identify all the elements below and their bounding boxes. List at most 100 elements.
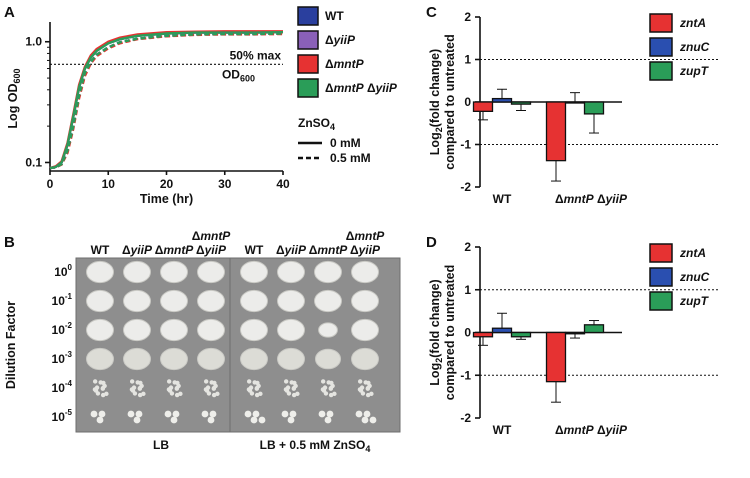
colony-spot [197, 318, 225, 342]
y-axis-label-2: compared to untreated [443, 265, 457, 400]
colony-spot [351, 347, 379, 371]
legend-label: zupT [679, 64, 710, 78]
colony-spot [277, 260, 305, 284]
colony-dot [170, 416, 178, 424]
legend-swatch [297, 54, 319, 74]
colony-spot [240, 260, 268, 284]
colony-dot [137, 386, 143, 391]
colony-dot [212, 380, 217, 386]
colony-dot [252, 410, 260, 418]
fold-change-chart-c: -2 -1 0 1 2 Log2(fold change) compared to untr… [428, 10, 720, 206]
bar-zntA [472, 101, 494, 112]
colony-dot [329, 380, 334, 386]
colony-dot [291, 386, 297, 391]
category-label: ΔmntP ΔyiiP [555, 192, 628, 206]
colony-dot [175, 380, 180, 386]
colony-spot [318, 322, 338, 338]
colony-dot [357, 387, 363, 392]
colony-dot [326, 410, 334, 418]
colony-spot [123, 318, 151, 342]
colony-dot [209, 410, 217, 418]
x-tick-label: 0 [47, 177, 54, 191]
y-tick-label: 0 [464, 326, 471, 340]
colony-dot [292, 380, 297, 386]
x-tick-label: 10 [102, 177, 116, 191]
colony-dot [361, 416, 369, 424]
column-header: WT [91, 243, 110, 257]
colony-spot [314, 289, 342, 313]
column-header: ΔmntP [309, 243, 349, 257]
colony-spot [160, 260, 188, 284]
legend-label: znuC [679, 40, 710, 54]
colony-dot [164, 410, 172, 418]
bar-znuC [564, 331, 586, 335]
colony-dot [320, 379, 326, 384]
x-tick-label: 20 [160, 177, 174, 191]
legend-label: WT [325, 9, 344, 23]
colony-spot [351, 318, 379, 342]
y-tick-label: 1.0 [25, 35, 42, 49]
colony-dot [258, 416, 266, 424]
colony-dot [129, 387, 135, 392]
dilution-label: 10-5 [52, 408, 73, 424]
colony-dot [324, 416, 332, 424]
growth-curve-chart: 0 10 20 30 40 0.1 1.0 Time (hr) Log OD600 50% max… [6, 6, 398, 206]
column-header: WT [245, 243, 264, 257]
reference-label-od: OD600 [222, 67, 255, 83]
colony-dot [249, 391, 255, 396]
colony-dot [246, 387, 252, 392]
colony-dot [355, 410, 363, 418]
y-tick-label: 0.1 [25, 155, 42, 169]
colony-dot [166, 387, 172, 392]
colony-dot [254, 386, 260, 391]
column-header: ΔyiiP [196, 243, 227, 257]
legend-swatch [649, 243, 673, 263]
colony-spot [277, 347, 305, 371]
y-axis-label: Log OD600 [6, 68, 22, 128]
legend-label: zntA [679, 246, 706, 260]
colony-spot [197, 289, 225, 313]
bar-zupT [583, 324, 605, 334]
colony-spot [240, 318, 268, 342]
colony-spot [277, 318, 305, 342]
legend-label: ΔyiiP [325, 33, 356, 47]
legend-swatch [649, 37, 673, 57]
y-axis-label: Log2(fold change) [428, 49, 444, 155]
panel-letter-d: D [426, 234, 437, 251]
colony-dot [289, 410, 297, 418]
colony-dot [90, 410, 98, 418]
colony-dot [100, 386, 106, 391]
legend-label: znuC [679, 270, 710, 284]
column-header-top: ΔmntP [346, 229, 386, 243]
colony-dot [138, 380, 143, 386]
y-tick-label: -1 [460, 368, 471, 382]
legend-label: ΔmntP [325, 57, 365, 71]
bar-znuC [564, 101, 586, 104]
column-header: ΔyiiP [276, 243, 307, 257]
colony-spot [123, 347, 151, 371]
dilution-label: 10-2 [52, 321, 73, 337]
legend-swatch [649, 13, 673, 33]
colony-dot [283, 379, 289, 384]
colony-dot [365, 386, 371, 391]
y-tick-label: 0 [464, 95, 471, 109]
agar-plate-border [229, 257, 401, 433]
colony-dot [360, 391, 366, 396]
colony-dot [92, 387, 98, 392]
colony-dot [281, 410, 289, 418]
colony-spot [277, 289, 305, 313]
colony-dot [132, 391, 138, 396]
dilution-axis-label: Dilution Factor [4, 301, 18, 389]
category-label: ΔmntP ΔyiiP [555, 423, 628, 437]
colony-spot [314, 348, 342, 370]
legend-swatch [649, 267, 673, 287]
bar-zntA [472, 331, 494, 338]
colony-dot [135, 410, 143, 418]
colony-spot [351, 289, 379, 313]
colony-dot [244, 410, 252, 418]
colony-spot [197, 260, 225, 284]
colony-dot [328, 392, 334, 398]
colony-dot [201, 410, 209, 418]
colony-spot [86, 260, 114, 284]
category-label: WT [493, 423, 512, 437]
